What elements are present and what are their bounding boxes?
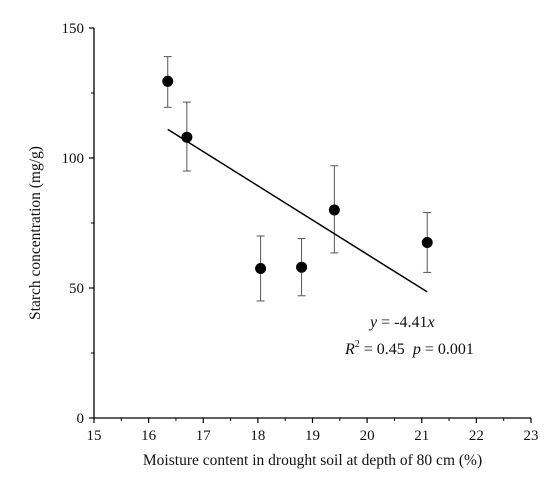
x-tick-label: 19 <box>305 428 320 444</box>
data-point <box>328 204 340 216</box>
x-axis-title: Moisture content in drought soil at dept… <box>143 452 482 469</box>
r-squared-symbol: R <box>344 341 355 358</box>
data-point <box>296 261 308 273</box>
fit-equation: y = -4.41x <box>368 314 435 331</box>
x-tick-label: 20 <box>360 428 375 444</box>
regression-line-group <box>167 128 428 293</box>
x-tick-label: 21 <box>414 428 429 444</box>
data-point <box>181 131 193 143</box>
axes <box>89 27 532 423</box>
y-axis-title: Starch concentration (mg/g) <box>27 146 44 320</box>
equation-coefficient: = -4.41 <box>377 314 427 331</box>
equation-x-symbol: x <box>426 314 434 331</box>
data-point <box>255 263 267 274</box>
y-tick-label: 50 <box>69 281 84 297</box>
y-tick-label: 100 <box>62 151 85 167</box>
x-tick-label: 22 <box>469 428 484 444</box>
data-points <box>162 75 433 274</box>
axis-labels: 15 16 17 18 19 20 21 22 23 0 50 100 150 Moisture cont… <box>27 21 539 469</box>
x-tick-label: 16 <box>141 428 157 444</box>
data-point <box>421 237 433 248</box>
x-tick-label: 18 <box>250 428 265 444</box>
x-tick-label: 17 <box>196 428 212 444</box>
r-squared-superscript: 2 <box>355 339 360 350</box>
fit-statistics: R2 = 0.45 p = 0.001 <box>344 339 474 358</box>
y-tick-label: 150 <box>62 21 85 37</box>
x-tick-label: 15 <box>87 428 102 444</box>
equation-y-symbol: y <box>368 314 378 331</box>
p-value: = 0.001 <box>421 341 474 358</box>
regression-line <box>167 128 428 293</box>
r-squared-value: = 0.45 <box>360 341 413 358</box>
y-tick-label: 0 <box>77 411 85 427</box>
x-tick-label: 23 <box>524 428 539 444</box>
data-point <box>162 75 174 87</box>
p-symbol: p <box>412 341 421 358</box>
